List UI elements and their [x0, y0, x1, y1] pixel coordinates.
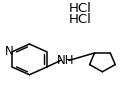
Text: NH: NH [57, 54, 75, 67]
Text: HCl: HCl [69, 13, 92, 26]
Text: N: N [5, 45, 14, 58]
Text: HCl: HCl [69, 2, 92, 15]
